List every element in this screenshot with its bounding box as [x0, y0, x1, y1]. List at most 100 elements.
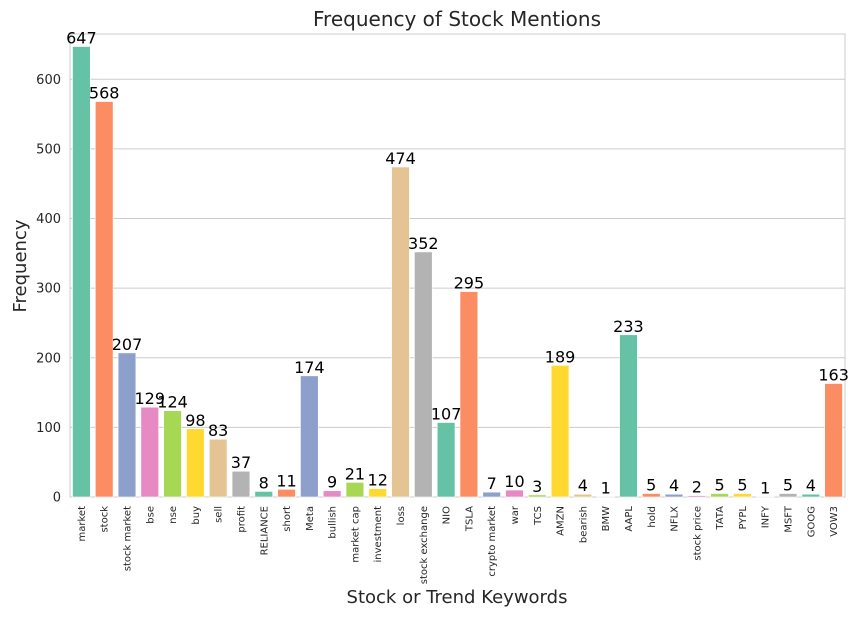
bar-value-label: 174 [294, 358, 325, 377]
bar [482, 491, 501, 498]
bar-value-label: 12 [368, 471, 388, 490]
bar [140, 406, 159, 498]
x-tick-label: RELIANCE [259, 506, 270, 555]
bar-value-label: 163 [818, 366, 849, 385]
x-tick-label: Meta [305, 506, 316, 531]
y-tick-label: 300 [36, 282, 61, 297]
bar-value-label: 5 [737, 476, 747, 495]
x-tick-label: stock market [122, 506, 133, 571]
bar [459, 291, 479, 498]
bar [231, 470, 251, 498]
bar [254, 491, 273, 498]
bar-value-label: 124 [157, 393, 188, 412]
bar-value-label: 7 [487, 474, 497, 493]
bar [642, 493, 661, 498]
bar [664, 493, 684, 498]
x-tick-label: TATA [715, 506, 726, 531]
x-tick-label: investment [373, 506, 384, 563]
bar [414, 251, 433, 498]
bar-value-label: 1 [760, 478, 770, 497]
x-tick-label: NIO [442, 506, 453, 524]
bar [345, 482, 365, 498]
x-tick-label: buy [191, 506, 202, 525]
bar-value-label: 10 [504, 472, 524, 491]
y-tick-label: 200 [36, 351, 61, 366]
x-tick-label: nse [168, 506, 179, 524]
bar-value-label: 129 [135, 389, 166, 408]
bar-value-label: 1 [601, 478, 611, 497]
bar [163, 410, 182, 498]
x-tick-label: MSFT [784, 505, 795, 533]
x-tick-label: profit [236, 506, 247, 533]
bar [322, 490, 342, 498]
x-tick-label: loss [396, 506, 407, 525]
bar-value-label: 83 [208, 421, 228, 440]
bar [550, 365, 570, 498]
x-tick-label: short [282, 506, 293, 532]
bar-value-label: 9 [327, 473, 337, 492]
bar-value-label: 11 [276, 471, 296, 490]
bar [619, 334, 638, 498]
bar [733, 493, 752, 498]
bar-value-label: 189 [545, 347, 576, 366]
x-tick-label: AMZN [556, 506, 567, 536]
bar-value-label: 207 [112, 335, 143, 354]
bar [778, 493, 798, 498]
x-tick-label: VOW3 [829, 506, 840, 537]
bar [573, 493, 593, 498]
x-tick-label: PYPL [738, 506, 749, 530]
x-tick-labels: market stock stock market bse nse buy sell prof… [77, 505, 840, 584]
bar-value-label: 37 [231, 453, 251, 472]
x-tick-label: INFY [761, 505, 772, 528]
bar [801, 493, 820, 498]
bar-value-label: 474 [385, 149, 416, 168]
bar-value-label: 8 [259, 473, 269, 492]
bar [186, 428, 205, 498]
x-tick-label: bearish [578, 506, 589, 543]
bar-value-label: 5 [715, 476, 725, 495]
bar [756, 496, 775, 498]
y-tick-label: 0 [53, 491, 61, 506]
bar-value-label: 4 [578, 476, 588, 495]
y-tick-label: 500 [36, 142, 61, 157]
bar [687, 495, 707, 498]
x-tick-label: TCS [533, 506, 544, 526]
bar-value-label: 568 [89, 84, 120, 103]
bar [528, 494, 547, 498]
bar [505, 489, 524, 498]
bar [710, 493, 729, 498]
bar [391, 166, 410, 498]
bar-value-label: 3 [532, 477, 542, 496]
bar-value-label: 647 [66, 29, 97, 48]
chart-title: Frequency of Stock Mentions [313, 7, 601, 31]
x-tick-label: war [510, 505, 521, 524]
x-tick-label: bullish [328, 506, 339, 539]
y-tick-label: 100 [36, 421, 61, 436]
bar [824, 383, 843, 498]
y-tick-label: 400 [36, 212, 61, 227]
bar [208, 438, 228, 498]
x-tick-label: AAPL [624, 506, 635, 532]
bars-group [72, 46, 843, 498]
bar-value-label: 107 [431, 405, 462, 424]
bar-value-label: 2 [692, 478, 702, 497]
bar [436, 422, 456, 498]
bar [72, 46, 91, 498]
y-tick-label: 600 [36, 73, 61, 88]
bar-value-label: 295 [454, 274, 485, 293]
bar [95, 101, 114, 498]
y-axis-label: Frequency [10, 219, 31, 312]
bar-value-label: 5 [783, 476, 793, 495]
x-tick-label: stock price [692, 506, 703, 561]
bar [596, 496, 615, 498]
bar-value-label: 4 [669, 476, 679, 495]
x-tick-label: GOOG [806, 506, 817, 537]
x-axis-label: Stock or Trend Keywords [347, 587, 568, 608]
x-tick-label: sell [214, 506, 225, 523]
x-tick-label: crypto market [487, 506, 498, 577]
bar [368, 488, 387, 498]
x-tick-label: TSLA [464, 506, 475, 532]
